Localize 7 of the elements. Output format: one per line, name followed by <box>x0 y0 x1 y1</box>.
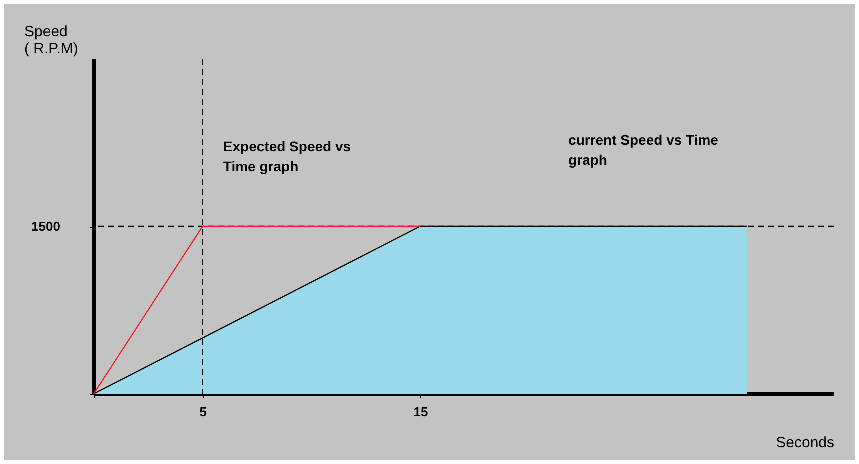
x-axis-title: Seconds <box>776 434 834 452</box>
annotation: current Speed vs Time graph <box>568 132 719 168</box>
annotation: Expected Speed vs Time graph <box>223 138 352 174</box>
y-axis-title: Speed ( R.P.M) <box>24 24 78 58</box>
y-tick-label: 1500 <box>32 219 60 234</box>
x-tick-label: 5 <box>200 404 207 420</box>
x-tick-label: 15 <box>414 404 428 420</box>
